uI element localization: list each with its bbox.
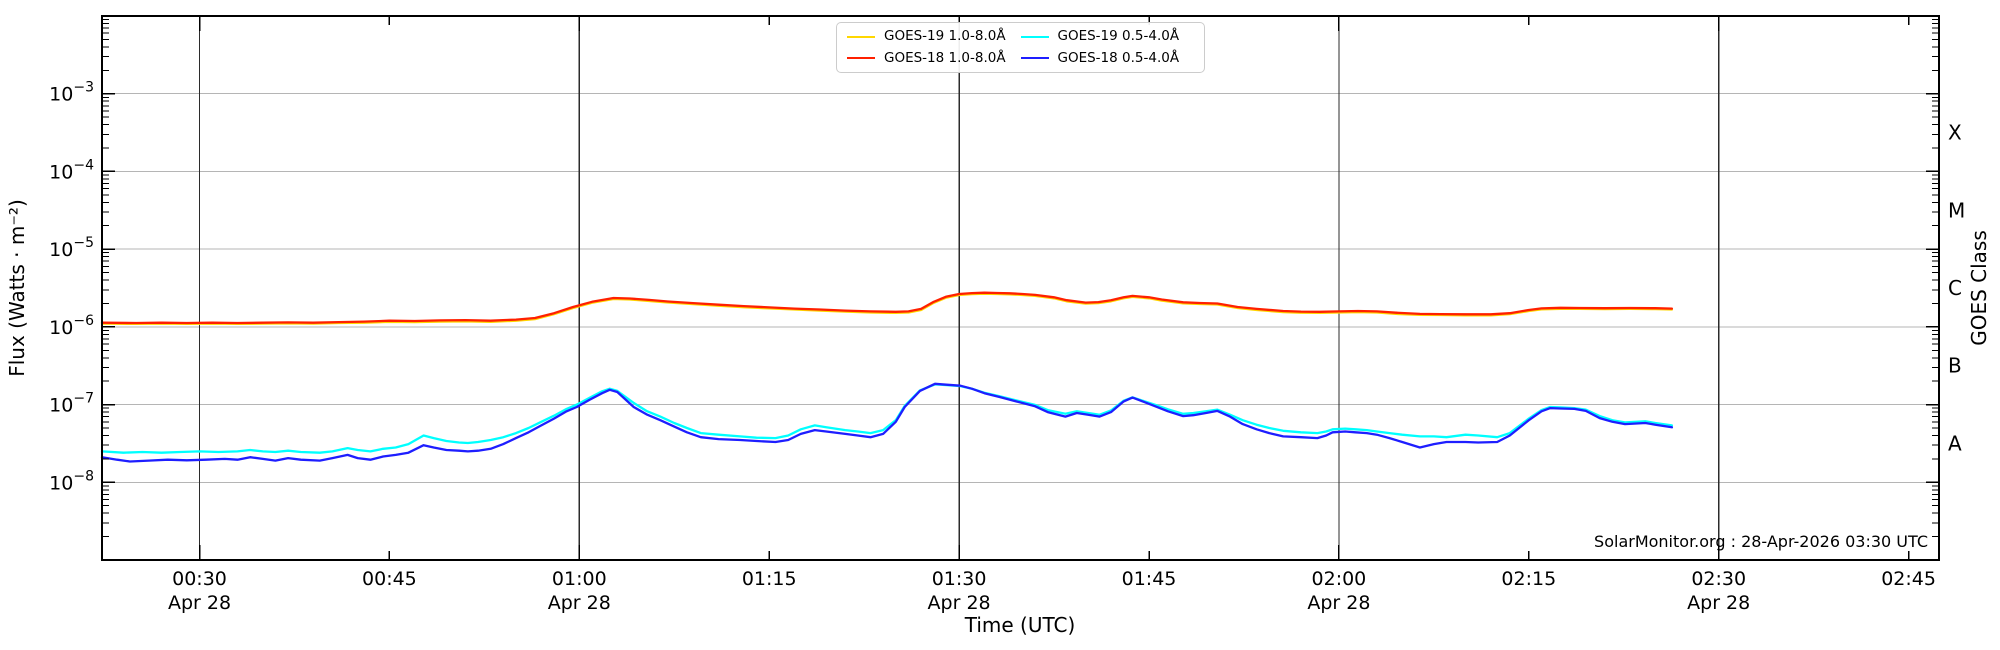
legend-swatch-goes19-short-line: [1020, 35, 1049, 38]
plot-border: [101, 15, 1940, 561]
legend-label: GOES-19 0.5-4.0Å: [1057, 28, 1180, 44]
legend: GOES-19 1.0-8.0Å GOES-18 1.0-8.0Å GOES-1…: [836, 22, 1205, 73]
x-tick-sublabel: Apr 28: [1307, 592, 1370, 614]
y-axis-title: Flux (Watts · m⁻²): [5, 199, 29, 377]
y-tick-label: 10−6: [49, 313, 94, 339]
y-tick-label: 10−4: [49, 157, 94, 183]
axis-ticks: [102, 16, 1939, 560]
legend-item-goes19-short: GOES-19 0.5-4.0Å: [1020, 28, 1195, 44]
x-tick-label: 01:30: [932, 568, 987, 590]
x-tick-label: 01:45: [1122, 568, 1177, 590]
series-line: [100, 382, 1674, 463]
x-tick-label: 01:00: [552, 568, 607, 590]
x-tick-label: 02:00: [1312, 568, 1367, 590]
x-tick-sublabel: Apr 28: [1687, 592, 1750, 614]
x-tick-label: 02:30: [1691, 568, 1746, 590]
y-tick-label: 10−7: [49, 391, 94, 417]
x-axis-title: Time (UTC): [964, 613, 1076, 637]
series-line: [100, 292, 1674, 326]
legend-item-goes18-short: GOES-18 0.5-4.0Å: [1020, 49, 1195, 66]
x-tick-sublabel: Apr 28: [548, 592, 611, 614]
x-tick-label: 01:15: [742, 568, 797, 590]
y-tick-label: 10−3: [49, 80, 94, 106]
x-tick-sublabel: Apr 28: [168, 592, 231, 614]
series-line: [100, 383, 1674, 454]
series-lines: [100, 291, 1674, 463]
right-axis-title: GOES Class: [1967, 230, 1991, 346]
legend-label: GOES-19 1.0-8.0Å: [884, 28, 1006, 44]
legend-label: GOES-18 0.5-4.0Å: [1057, 49, 1180, 66]
x-tick-label: 02:15: [1501, 568, 1556, 590]
legend-swatch-goes18-long-line: [847, 57, 875, 60]
goes-class-letter: M: [1948, 198, 1965, 222]
x-tick-sublabel: Apr 28: [928, 592, 991, 614]
y-tick-labels: 10−3 10−4 10−5 10−6 10−7 10−8: [49, 80, 94, 495]
x-tick-label: 02:45: [1881, 568, 1936, 590]
v-gridlines: [198, 16, 1720, 560]
goes-class-letters: X M C B A: [1948, 121, 1965, 456]
series-line: [100, 291, 1674, 325]
goes-class-letter: C: [1948, 276, 1962, 300]
goes-class-letter: B: [1948, 354, 1962, 378]
x-tick-label: 00:45: [362, 568, 417, 590]
legend-swatch-goes18-short-line: [1020, 57, 1049, 60]
goes-class-letter: A: [1948, 431, 1962, 455]
watermark-credit: SolarMonitor.org : 28-Apr-2026 03:30 UTC: [1594, 532, 1928, 551]
goes-class-letter: X: [1948, 121, 1962, 145]
y-tick-label: 10−8: [49, 468, 94, 494]
legend-item-goes18-long: GOES-18 1.0-8.0Å: [847, 49, 1021, 66]
h-gridlines: [102, 93, 1939, 483]
y-tick-label: 10−5: [49, 235, 94, 261]
legend-label: GOES-18 1.0-8.0Å: [884, 49, 1006, 66]
legend-item-goes19-long: GOES-19 1.0-8.0Å: [847, 28, 1021, 44]
legend-swatch-goes19-long-line: [847, 35, 875, 38]
x-tick-label: 00:30: [172, 568, 227, 590]
